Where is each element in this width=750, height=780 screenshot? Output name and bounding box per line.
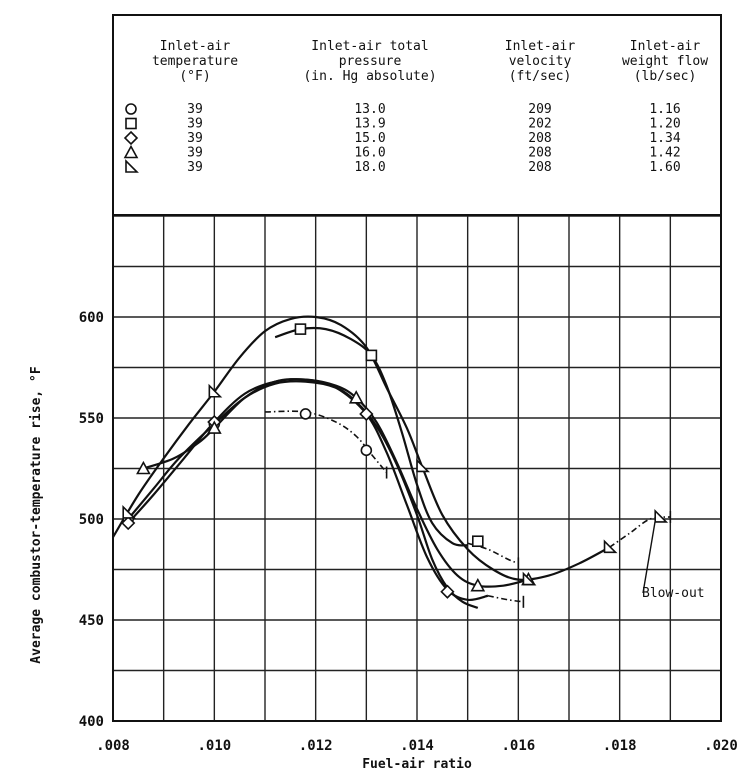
legend-header-line: (lb/sec) (634, 69, 697, 84)
legend-value: 208 (528, 146, 551, 161)
legend-value: 202 (528, 117, 551, 132)
data-point-square (294, 323, 307, 335)
y-tick-label: 500 (79, 512, 104, 528)
legend-header-line: temperature (152, 54, 238, 69)
plot-frame (112, 14, 722, 722)
x-tick-label: .010 (197, 738, 231, 754)
legend-value: 39 (187, 131, 203, 146)
x-tick-label: .016 (501, 738, 535, 754)
legend-value: 1.60 (649, 160, 680, 175)
data-point-triangle-up (206, 420, 222, 434)
data-point-diamond (440, 584, 455, 599)
legend-header-line: (ft/sec) (509, 69, 572, 84)
legend-header-line: velocity (509, 54, 572, 69)
blow-out-annotation: Blow-out (642, 521, 705, 601)
data-point-triangle-right (603, 539, 618, 554)
legend-symbol-triangle-up (123, 144, 139, 159)
legend-header-line: Inlet-air (505, 39, 576, 54)
data-point-square (365, 349, 378, 362)
x-tick-label: .020 (704, 738, 738, 754)
legend-value: 1.42 (649, 146, 680, 161)
data-point-triangle-up (470, 577, 486, 592)
legend-value: 13.0 (354, 102, 385, 117)
x-tick-label: .018 (603, 738, 637, 754)
legend-header-line: (°F) (179, 69, 210, 84)
legend-background (114, 16, 720, 214)
series-curves (112, 315, 672, 609)
data-point-triangle-right (654, 509, 669, 523)
legend-symbol-triangle-right (125, 159, 139, 173)
legend-value: 39 (187, 160, 203, 175)
legend-header-line: Inlet-air total (311, 39, 428, 54)
legend-value: 1.20 (649, 117, 680, 132)
legend-value: 208 (528, 131, 551, 146)
legend-value: 16.0 (354, 146, 385, 161)
legend-value: 209 (528, 102, 551, 117)
y-tick-label: 550 (79, 411, 104, 427)
series-dashed-extension-circle (264, 410, 388, 474)
legend-value: 1.16 (649, 102, 680, 117)
x-tick-label: .014 (400, 738, 434, 754)
blow-out-label: Blow-out (642, 586, 705, 601)
grid (113, 15, 721, 721)
legend-value: 39 (187, 102, 203, 117)
y-tick-label: 450 (79, 613, 104, 629)
y-axis-title: Average combustor-temperature rise, °F (29, 366, 44, 664)
legend-value: 208 (528, 160, 551, 175)
legend-value: 39 (187, 146, 203, 161)
legend-header-line: Inlet-air (630, 39, 701, 54)
data-markers (121, 323, 669, 599)
series-dashed-extension-diamond (487, 594, 524, 603)
y-tick-label: 600 (79, 310, 104, 326)
legend-header-line: (in. Hg absolute) (303, 69, 436, 84)
legend-symbol-square (125, 117, 137, 130)
data-point-diamond (121, 515, 136, 531)
legend-symbol-circle (125, 103, 137, 115)
legend-header-line: pressure (339, 54, 402, 69)
data-point-square (471, 535, 484, 548)
x-axis-title: Fuel-air ratio (362, 757, 472, 772)
x-tick-label: .012 (299, 738, 333, 754)
data-point-triangle-right (122, 505, 137, 519)
y-tick-label: 400 (79, 714, 104, 730)
legend-header-line: weight flow (622, 54, 708, 69)
legend-value: 13.9 (354, 117, 385, 132)
legend-value: 1.34 (649, 131, 680, 146)
tick-labels: .008 .010 .012 .014 .016 .018 .020 400 450 500 550… (79, 310, 738, 754)
data-point-triangle-right (416, 458, 430, 473)
series-curve-triangle-right (112, 315, 611, 581)
data-point-circle (299, 408, 312, 420)
x-tick-label: .008 (96, 738, 130, 754)
legend-symbol-diamond (123, 130, 139, 146)
data-point-triangle-right (522, 571, 537, 586)
data-point-triangle-up (348, 390, 364, 404)
legend-value: 15.0 (354, 131, 385, 146)
legend-value: 39 (187, 117, 203, 132)
legend-header-line: Inlet-air (160, 39, 231, 54)
data-point-circle (360, 444, 373, 457)
data-point-triangle-up (136, 460, 151, 475)
blow-out-leader (642, 521, 656, 594)
legend-value: 18.0 (354, 160, 385, 175)
data-point-triangle-right (208, 383, 223, 398)
data-point-diamond (359, 406, 374, 422)
